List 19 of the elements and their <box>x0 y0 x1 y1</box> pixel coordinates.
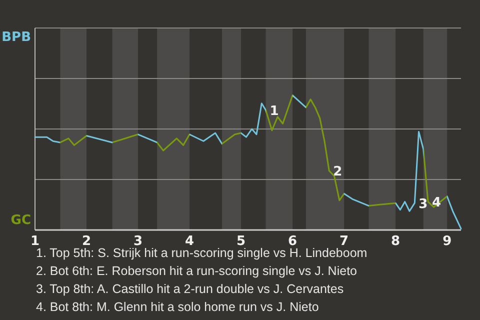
x-tick-label: 8 <box>391 234 400 249</box>
text: BPB <box>2 30 31 45</box>
text: 1. Top 5th: S. Strijk hit a run-scoring single vs H. Lindeboom <box>36 246 368 260</box>
x-tick-label: 9 <box>442 234 452 249</box>
x-tick-label: 5 <box>236 234 246 249</box>
annotation: 1 <box>270 104 279 120</box>
x-tick-label: 3 <box>134 234 143 249</box>
x-tick-label: 6 <box>288 234 298 249</box>
text: GC <box>10 213 31 228</box>
text: 2. Bot 6th: E. Roberson hit a run-scoring single vs J. Nieto <box>36 264 358 278</box>
annotation: 4 <box>432 196 442 211</box>
annotation: 3 <box>418 197 428 212</box>
annotation: 2 <box>333 164 342 180</box>
x-tick-label: 2 <box>82 234 92 249</box>
x-tick-label: 4 <box>185 234 194 249</box>
x-tick-label: 1 <box>30 234 40 249</box>
x-tick-label: 7 <box>340 234 349 249</box>
text: 3. Top 8th: A. Castillo hit a 2-run double vs J. Cervantes <box>36 282 344 296</box>
text: 4. Bot 8th: M. Glenn hit a solo home run vs J. Nieto <box>36 300 319 314</box>
